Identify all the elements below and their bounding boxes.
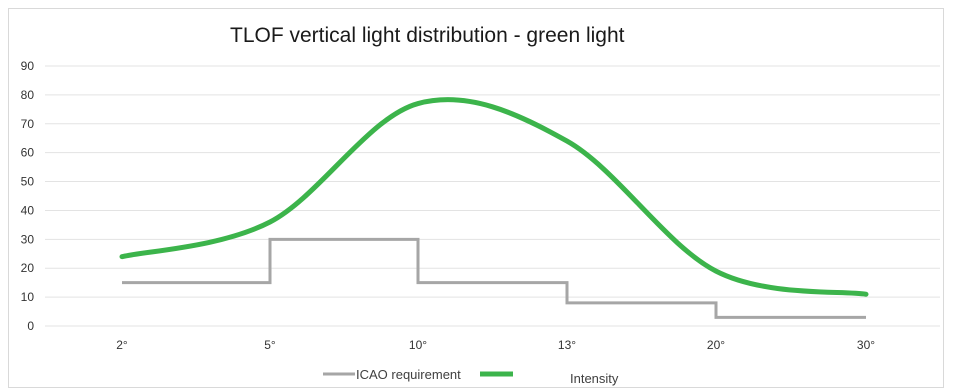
- y-tick-label: 40: [21, 203, 35, 217]
- y-tick-label: 90: [21, 59, 35, 73]
- series-layer: [119, 97, 869, 319]
- x-tick-label: 10°: [409, 338, 427, 352]
- y-tick-label: 50: [21, 175, 35, 189]
- y-tick-label: 10: [21, 290, 35, 304]
- chart-title: TLOF vertical light distribution - green…: [230, 24, 625, 47]
- x-tick-label: 30°: [857, 338, 875, 352]
- y-tick-label: 80: [21, 88, 35, 102]
- y-tick-label: 30: [21, 232, 35, 246]
- y-axis-ticks: 0 10 20 30 40 50 60 70 80 90: [21, 59, 35, 333]
- legend-label-intensity: Intensity: [570, 371, 619, 386]
- x-axis-ticks: 2° 5° 10° 13° 20° 30°: [116, 338, 875, 352]
- x-tick-label: 5°: [264, 338, 276, 352]
- x-tick-label: 20°: [707, 338, 725, 352]
- series-line-intensity: [119, 97, 869, 297]
- y-tick-label: 20: [21, 261, 35, 275]
- y-tick-label: 60: [21, 146, 35, 160]
- y-tick-label: 0: [27, 319, 34, 333]
- gridlines: [45, 65, 940, 327]
- chart-frame: [8, 8, 944, 388]
- series-line-icao-requirement: [122, 237, 866, 319]
- legend-label-icao: ICAO requirement: [356, 367, 461, 382]
- legend: ICAO requirement Intensity: [323, 367, 619, 386]
- x-tick-label: 13°: [558, 338, 576, 352]
- x-tick-label: 2°: [116, 338, 128, 352]
- y-tick-label: 70: [21, 117, 35, 131]
